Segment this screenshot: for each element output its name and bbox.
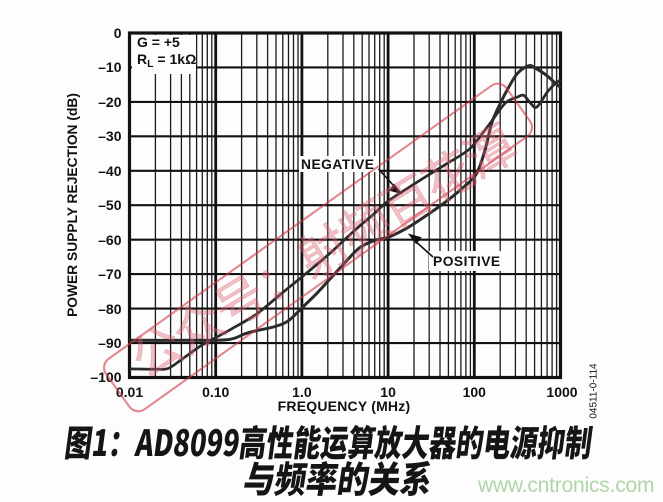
svg-text:–100: –100	[90, 369, 121, 385]
svg-text:–40: –40	[98, 163, 122, 179]
svg-text:10: 10	[380, 384, 396, 400]
svg-text:–90: –90	[98, 335, 122, 351]
svg-text:1.0: 1.0	[292, 384, 312, 400]
svg-text:POSITIVE: POSITIVE	[433, 254, 501, 269]
svg-text:–70: –70	[98, 266, 122, 282]
svg-text:–20: –20	[98, 94, 122, 110]
svg-text:0.10: 0.10	[202, 384, 229, 400]
svg-text:POWER SUPPLY REJECTION (dB): POWER SUPPLY REJECTION (dB)	[65, 93, 80, 317]
svg-text:–10: –10	[98, 59, 122, 75]
svg-text:G = +5: G = +5	[137, 34, 180, 50]
svg-text:100: 100	[463, 384, 487, 400]
svg-text:–50: –50	[98, 197, 122, 213]
svg-text:–30: –30	[98, 128, 122, 144]
svg-text:1000: 1000	[546, 384, 577, 400]
svg-text:–80: –80	[98, 301, 122, 317]
svg-text:–60: –60	[98, 232, 122, 248]
svg-text:04511-0-114: 04511-0-114	[589, 363, 600, 419]
svg-text:FREQUENCY (MHz): FREQUENCY (MHz)	[278, 398, 411, 414]
svg-text:0: 0	[114, 25, 122, 41]
svg-text:www.cntronics.com: www.cntronics.com	[477, 474, 654, 497]
svg-text:NEGATIVE: NEGATIVE	[301, 157, 375, 172]
